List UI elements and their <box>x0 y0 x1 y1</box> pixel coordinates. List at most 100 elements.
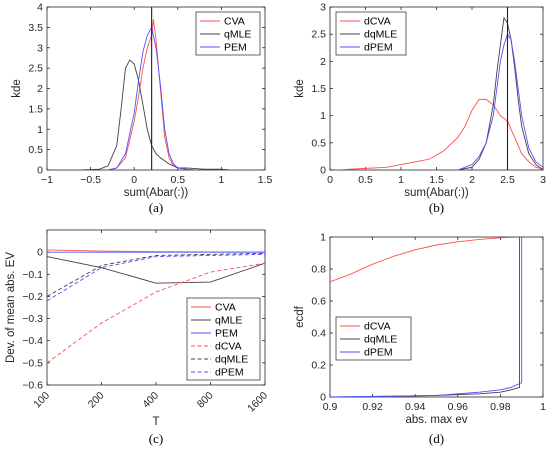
plot-area <box>81 19 231 170</box>
legend-label: CVA <box>224 16 245 28</box>
x-axis-label: abs. max ev <box>406 414 468 426</box>
x-tick-label: 0.9 <box>323 401 338 413</box>
y-tick-label: 1 <box>320 110 326 122</box>
y-tick-label: −0.1 <box>22 269 43 281</box>
panel-a: −1 −0.5 0 0.5 1 1.5 0 0.5 1 1.5 2 2.5 3 3.5 4 sum(Abar(… <box>11 2 272 216</box>
legend-label: dqMLE <box>364 29 397 41</box>
y-tick-label: 0.2 <box>311 360 326 372</box>
panel-b: 0 0.5 1 1.5 2 2.5 3 0 0.5 1 1.5 2 2.5 3 sum(Abar(:)) kd… <box>294 2 546 216</box>
y-tick-label: 3.5 <box>28 22 43 34</box>
x-tick-label: 1.5 <box>258 174 273 186</box>
y-tick-label: 0.8 <box>311 264 326 276</box>
y-tick-label: 2.5 <box>311 29 326 41</box>
x-tick-label: 1600 <box>245 390 270 415</box>
y-tick-label: 0 <box>37 165 43 177</box>
y-tick-label: 0 <box>320 392 326 404</box>
x-tick-label: 100 <box>31 390 52 411</box>
legend-label: dCVA <box>364 16 391 28</box>
y-tick-label: 0.6 <box>311 296 326 308</box>
y-tick-label: 2.5 <box>28 63 43 75</box>
series-line-pem <box>107 26 196 170</box>
plot-area <box>47 249 265 364</box>
y-tick-label: 0.5 <box>28 144 43 156</box>
panel-caption: (b) <box>429 200 444 215</box>
x-tick-label: 3 <box>540 174 546 186</box>
y-tick-label: −0.2 <box>22 291 43 303</box>
y-tick-label: 3 <box>37 42 43 54</box>
legend-label: PEM <box>224 42 247 54</box>
legend-box <box>186 297 261 381</box>
legend-label: dPEM <box>364 347 393 359</box>
panel-caption: (a) <box>149 200 163 215</box>
x-tick-label: 0.94 <box>405 401 426 413</box>
legend-label: dqMLE <box>364 334 397 346</box>
y-tick-label: 2 <box>37 83 43 95</box>
panel-c: 100 200 400 800 1600 −0.6 −0.5 −0.4 −0.3 −0.2 −0.1… <box>5 229 270 446</box>
x-tick-label: 0.96 <box>448 401 469 413</box>
series-line-dpem <box>457 33 543 170</box>
legend-label: dCVA <box>215 341 242 353</box>
y-tick-label: 1 <box>37 124 43 136</box>
x-tick-label: 1 <box>540 401 546 413</box>
legend-label: qMLE <box>224 29 251 41</box>
y-axis-label: Dev. of mean abs. EV <box>5 252 17 363</box>
x-tick-label: 0 <box>131 174 137 186</box>
x-tick-label: 0.5 <box>170 174 185 186</box>
legend-label: dPEM <box>364 42 393 54</box>
x-tick-label: −0.5 <box>80 174 101 186</box>
panel-caption: (c) <box>149 431 163 446</box>
x-tick-label: 0.92 <box>362 401 383 413</box>
legend-label: dPEM <box>215 367 244 379</box>
y-tick-label: 1.5 <box>311 83 326 95</box>
series-line-dqmle <box>457 16 543 170</box>
panel-d: 0.9 0.92 0.94 0.96 0.98 1 0 0.2 0.4 0.6 0.8 1 abs. m… <box>294 232 546 447</box>
y-tick-label: 0 <box>320 165 326 177</box>
x-axis-label: sum(Abar(:)) <box>404 187 469 199</box>
y-tick-label: −0.3 <box>22 313 43 325</box>
legend-label: dqMLE <box>215 354 248 366</box>
y-tick-label: 1.5 <box>28 103 43 115</box>
x-axis-label: T <box>152 416 159 428</box>
legend-label: dCVA <box>364 321 391 333</box>
legend-label: PEM <box>215 328 238 340</box>
legend-box <box>195 11 261 56</box>
x-tick-label: 0.98 <box>490 401 511 413</box>
x-tick-label: 200 <box>86 390 107 411</box>
y-axis-label: kde <box>11 79 23 98</box>
x-tick-label: 1.5 <box>429 174 444 186</box>
y-tick-label: 0.4 <box>311 328 326 340</box>
x-tick-label: 0 <box>327 174 333 186</box>
y-axis-label: ecdf <box>294 305 306 328</box>
x-tick-label: 2 <box>469 174 475 186</box>
x-tick-label: 800 <box>195 390 216 411</box>
y-tick-label: −0.4 <box>22 335 43 347</box>
x-tick-label: 1 <box>218 174 224 186</box>
legend-label: CVA <box>215 302 236 314</box>
legend-label: qMLE <box>215 315 242 327</box>
x-tick-label: 2.5 <box>500 174 515 186</box>
plot-area <box>330 237 524 397</box>
y-tick-label: 4 <box>37 2 43 14</box>
x-tick-label: 0.5 <box>358 174 373 186</box>
x-axis-label: sum(Abar(:)) <box>124 187 189 199</box>
y-tick-label: 1 <box>320 232 326 244</box>
y-tick-label: 0 <box>37 247 43 259</box>
x-tick-label: 400 <box>140 390 161 411</box>
y-tick-label: 3 <box>320 2 326 14</box>
x-tick-label: 1 <box>398 174 404 186</box>
y-axis-label: kde <box>294 79 306 98</box>
y-tick-label: −0.6 <box>22 380 43 392</box>
y-tick-label: −0.5 <box>22 357 43 369</box>
x-tick-label: −1 <box>41 174 53 186</box>
series-line-dcva <box>337 98 543 170</box>
plot-area <box>337 16 543 170</box>
y-tick-label: 0.5 <box>311 137 326 149</box>
panel-caption: (d) <box>429 431 444 446</box>
series-line-dpem <box>330 237 523 397</box>
series-line-dcva <box>330 237 522 283</box>
